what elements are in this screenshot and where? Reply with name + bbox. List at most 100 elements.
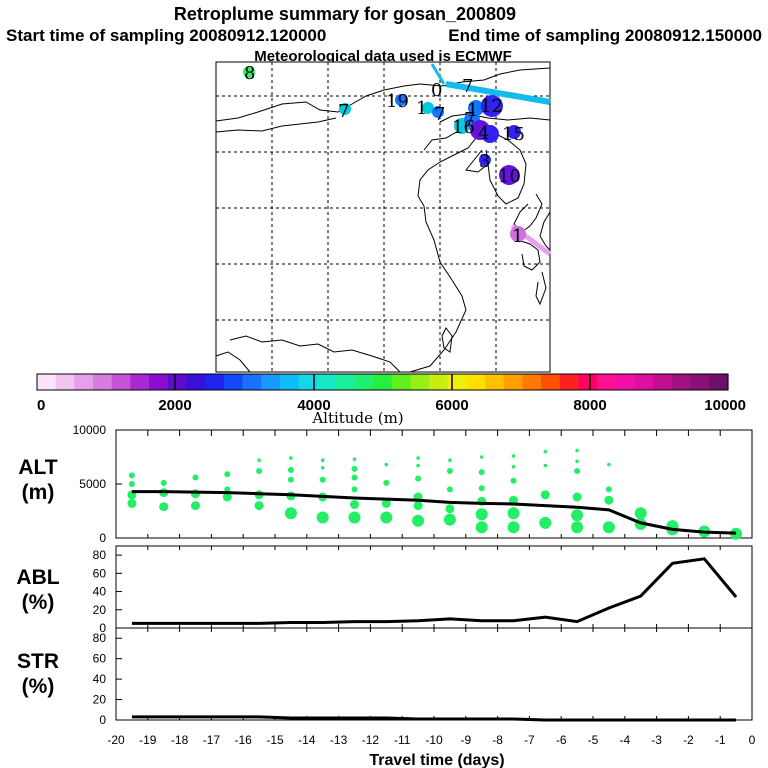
alt-scatter-point (160, 479, 167, 486)
alt-scatter-point (575, 448, 579, 453)
travel-time-x-axis: -20 -19 -18 -17 -16 -15 -14 -13 -12 -11 -10 -9 -8 -7-… (107, 430, 756, 747)
colorbar-swatch (167, 374, 188, 390)
abl-panel: ABL (%) 80 60 40 20 0 (16, 545, 753, 635)
x-tick-label: -15 (266, 733, 284, 747)
y-tick-label: 60 (93, 566, 107, 580)
alt-scatter-point (352, 457, 357, 462)
plume-marker (479, 154, 491, 166)
alt-frame (115, 429, 753, 539)
map-label: 7 (464, 109, 475, 130)
alt-scatter-point (509, 495, 518, 505)
alt-scatter-point (604, 495, 614, 505)
map-label: 7 (338, 101, 349, 122)
time-series-panels: ALT (m) 10000 5000 0 ABL (%) 80 60 40 20 0 STR… (16, 423, 755, 768)
colorbar-swatch (503, 374, 524, 390)
alt-ylabel: ALT (18, 456, 57, 479)
x-tick-label: -5 (588, 733, 599, 747)
map-label: 3 (479, 151, 490, 172)
alt-scatter-point (607, 462, 611, 467)
alt-scatter-point (413, 501, 423, 511)
alt-scatter-point (287, 476, 294, 483)
colorbar-swatch (690, 374, 710, 390)
colorbar-swatch (447, 374, 468, 390)
colorbar-swatches (37, 374, 729, 390)
start-time-label: Start time of sampling 20080912.120000 (6, 26, 326, 45)
colorbar-tick: 10000 (704, 397, 746, 414)
alt-scatter-point (446, 468, 453, 474)
colorbar-tick: 8000 (573, 397, 606, 414)
y-tick-label: 10000 (73, 423, 107, 437)
alt-scatter-point (543, 449, 548, 454)
colorbar-tick: 2000 (158, 397, 191, 414)
y-tick-label: 20 (93, 693, 107, 707)
colorbar-swatch (111, 374, 131, 390)
alt-scatter-point (319, 476, 326, 483)
alt-scatter-point (571, 509, 584, 522)
plume-marker (499, 165, 519, 185)
alt-scatter-point (478, 485, 485, 492)
map-label: 8 (244, 63, 255, 84)
x-tick-label: -17 (203, 733, 221, 747)
alt-scatter-point (380, 511, 393, 524)
alt-scatter-point (571, 521, 584, 534)
x-tick-label: -10 (425, 733, 443, 747)
plume-marker (507, 125, 521, 139)
colorbar-swatch (522, 374, 542, 390)
colorbar-swatch (186, 374, 206, 390)
alt-scatter-point (539, 516, 552, 529)
y-tick-label: 60 (93, 652, 107, 666)
alt-scatter-point (511, 454, 516, 458)
colorbar-swatch (37, 374, 57, 390)
alt-scatter-point (415, 475, 422, 482)
y-tick-label: 0 (99, 621, 106, 635)
alt-scatter-point (540, 490, 550, 500)
alt-scatter-point (572, 492, 582, 502)
alt-scatter-point (191, 489, 200, 499)
x-tick-label: -19 (139, 733, 157, 747)
alt-line (131, 490, 737, 535)
alt-scatter-point (224, 486, 231, 493)
map-label: 1 (416, 98, 427, 119)
alt-scatter-point (634, 507, 647, 520)
alt-y-axis: 10000 5000 0 (73, 423, 122, 545)
alt-scatter-point (316, 511, 329, 524)
alt-scatter-point (127, 498, 137, 508)
map-panel: 8 7 19 1 7 12 1 16 7 4 15 3 10 1 0 7 (215, 61, 552, 373)
colorbar-swatch (93, 374, 113, 390)
abl-ylabel: ABL (16, 566, 59, 589)
y-tick-label: 80 (93, 548, 107, 562)
alt-scatter-point (416, 456, 420, 460)
colorbar-swatch (671, 374, 692, 390)
alt-scatter-point (602, 521, 615, 534)
colorbar-swatch (559, 374, 580, 390)
colorbar-swatch (615, 374, 636, 390)
alt-scatter-point (192, 474, 199, 481)
x-tick-label: -8 (492, 733, 503, 747)
colorbar-ticks: 0 2000 4000 6000 8000 10000 (37, 397, 746, 414)
y-tick-label: 0 (99, 531, 106, 545)
alt-scatter-point (257, 458, 261, 463)
alt-scatter-point (350, 500, 359, 509)
colorbar-swatch (354, 374, 374, 390)
map-label: 19 (386, 91, 409, 112)
alt-scatter-point (416, 463, 420, 468)
x-tick-label: -14 (298, 733, 316, 747)
alt-scatter-point (381, 498, 391, 508)
alt-scatter-point (383, 479, 390, 486)
met-data-label: Meteorological data used is ECMWF (254, 48, 512, 65)
alt-scatter-point (575, 459, 579, 464)
alt-scatter-point (574, 468, 581, 474)
alt-scatter-point (478, 469, 485, 476)
end-time-label: End time of sampling 20080912.150000 (448, 26, 762, 45)
alt-scatter-point (475, 508, 488, 521)
colorbar-swatch (541, 374, 561, 390)
plume-track-cyan-short (430, 63, 446, 85)
alt-scatter-point (507, 507, 520, 520)
colorbar-swatch (130, 374, 150, 390)
colorbar-swatch (223, 374, 244, 390)
plume-markers (243, 66, 526, 242)
plume-marker (481, 125, 499, 143)
abl-line (131, 557, 738, 625)
colorbar-swatch (298, 374, 318, 390)
abl-frame (115, 545, 753, 629)
